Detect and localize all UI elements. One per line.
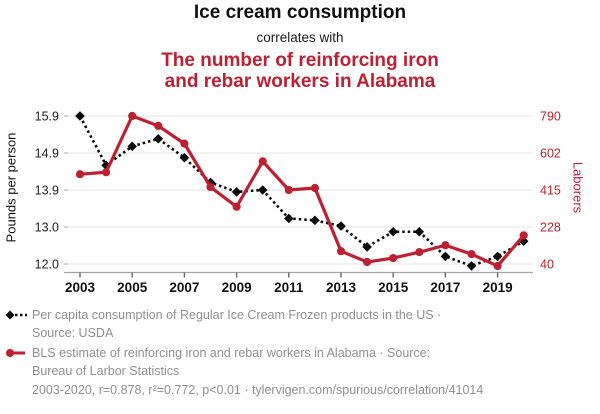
x-axis-tick-label: 2011 [274,280,304,295]
right-axis-tick-label: 415 [540,184,561,198]
x-axis-tick-label: 2013 [326,280,357,295]
data-point-circle [102,168,111,177]
data-point-circle [232,202,241,211]
left-axis-tick-label: 13.0 [35,221,59,235]
data-point-diamond [153,133,164,144]
x-axis-tick-label: 2017 [430,280,460,295]
data-point-circle [180,139,189,148]
data-point-circle [519,231,528,240]
data-point-diamond [75,111,85,121]
ice-cream-legend-marker-icon [5,310,27,320]
data-point-circle [154,121,163,130]
secondary-title: The number of reinforcing iron and rebar… [0,50,600,92]
x-axis-tick-label: 2019 [483,280,513,295]
left-axis-tick-label: 13.9 [35,184,59,198]
data-point-diamond [257,185,268,195]
data-point-diamond [336,221,346,231]
data-point-diamond [362,242,372,252]
x-axis-tick-label: 2009 [222,280,252,295]
data-point-circle [128,111,137,121]
page-title: Ice cream consumption [193,2,407,23]
right-axis-tick-label: 40 [540,258,554,272]
data-point-diamond [466,261,477,271]
data-point-circle [389,253,398,263]
data-point-circle [258,157,267,166]
series-line-circle [79,114,525,268]
data-point-circle [363,257,372,267]
right-axis-tick-label: 602 [540,147,561,161]
rebar-legend-marker-icon [6,349,25,357]
data-point-diamond [414,226,425,237]
legend-item-ice-cream: Per capita consumption of Regular Ice Cr… [5,306,580,342]
right-axis-label: Laborers [570,161,586,214]
secondary-title-line1: The number of reinforcing iron [161,50,439,71]
data-point-circle [310,183,319,193]
data-point-circle [206,182,215,192]
data-point-diamond [231,187,242,197]
data-point-diamond [492,251,503,262]
legend-item-rebar-workers: BLS estimate of reinforcing iron and reb… [5,344,580,380]
data-point-diamond [127,141,137,152]
data-point-diamond [388,226,398,237]
right-axis-tick-label: 228 [540,221,561,235]
left-axis-tick-label: 12.0 [35,258,59,272]
data-point-diamond [101,160,111,171]
x-axis-tick-label: 2015 [378,280,409,295]
data-point-circle [493,261,502,271]
data-point-diamond [284,213,294,224]
x-axis-tick-label: 2003 [65,280,96,295]
data-point-circle [284,185,293,195]
legend-label-ice-cream: Per capita consumption of Regular Ice Cr… [32,308,442,340]
correlates-with-text: correlates with [256,30,344,45]
data-point-diamond [310,215,320,226]
left-axis-label: Pounds per person [3,132,19,243]
x-axis-tick-label: 2005 [117,280,148,295]
x-axis-tick-label: 2007 [169,280,199,295]
secondary-title-line2: and rebar workers in Alabama [164,71,436,92]
series-line-diamond [78,115,525,268]
data-point-circle [75,170,85,179]
legend-label-rebar-workers: BLS estimate of reinforcing iron and reb… [32,346,431,378]
data-point-circle [441,241,450,250]
data-point-circle [415,248,424,257]
data-point-diamond [179,152,190,163]
data-point-circle [467,250,476,259]
data-point-diamond [440,251,451,262]
data-point-circle [336,247,346,256]
stats-footer: 2003-2020, r=0.878, r²=0.772, p<0.01 · t… [32,383,484,397]
left-axis-tick-label: 14.9 [35,147,59,161]
left-axis-tick-label: 15.9 [35,110,59,124]
right-axis-tick-label: 790 [540,110,561,124]
